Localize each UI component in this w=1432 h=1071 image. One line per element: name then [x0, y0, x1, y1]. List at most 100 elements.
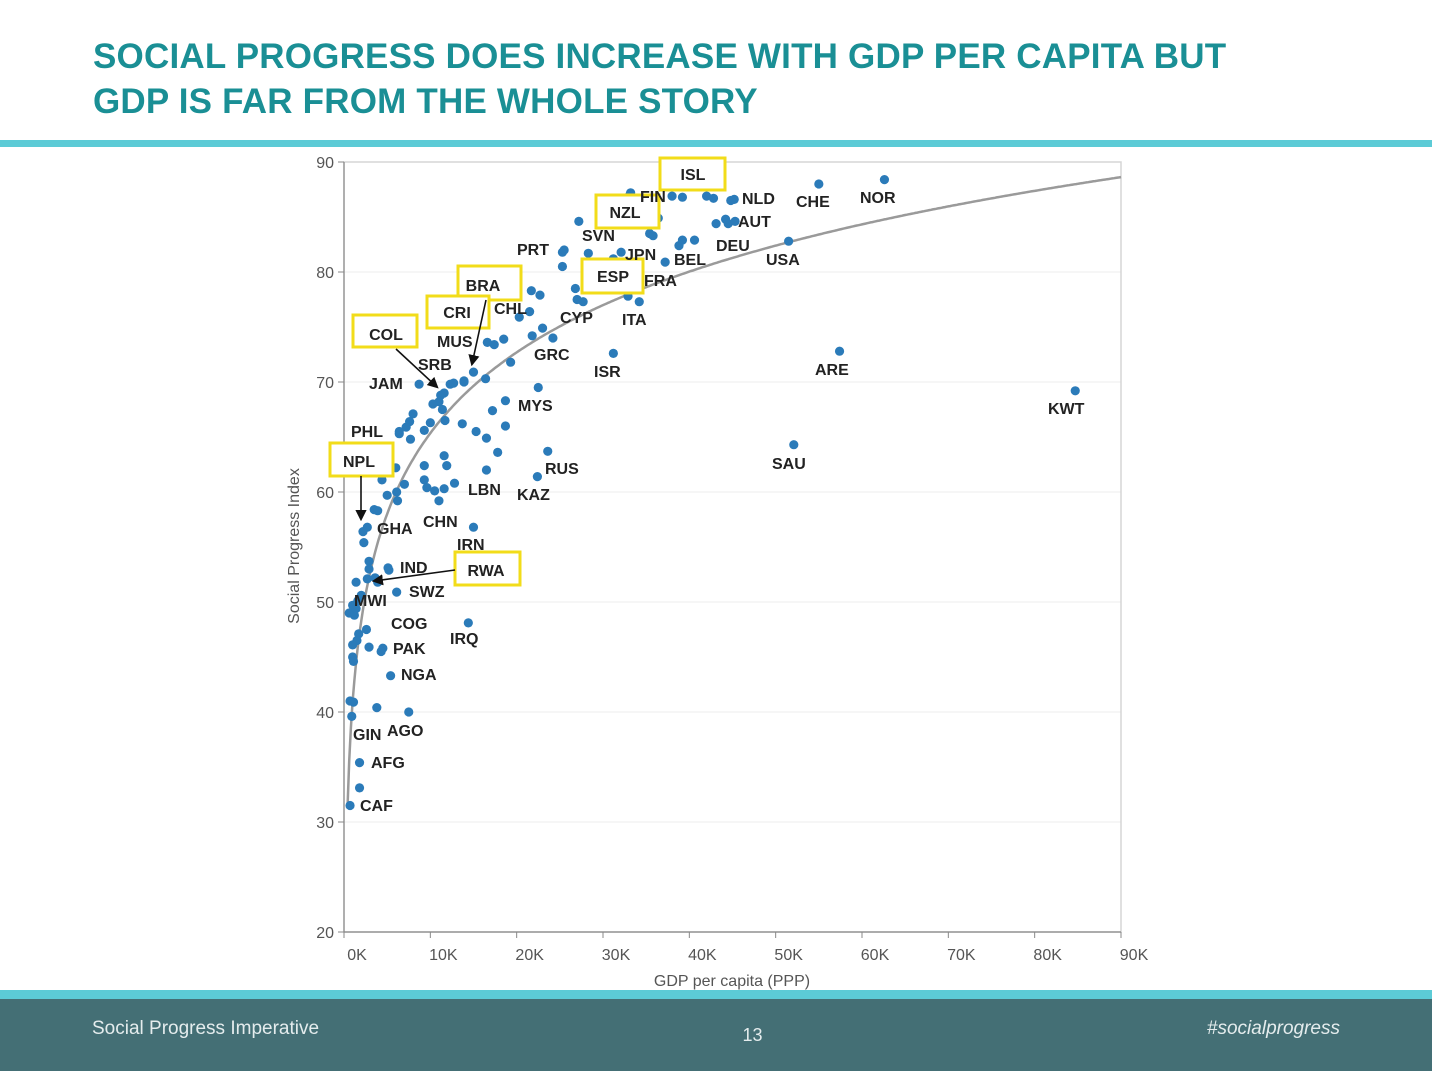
country-point: [702, 191, 712, 201]
country-point: [399, 479, 410, 489]
country-point-nga: [386, 671, 396, 681]
country-point: [430, 486, 440, 496]
country-point: [708, 193, 719, 203]
country-label-ago: AGO: [387, 723, 423, 740]
country-point: [377, 475, 387, 485]
highlight-box-col: [351, 313, 419, 349]
country-point: [500, 421, 511, 431]
country-point-che: [814, 179, 824, 189]
country-label-svn: SVN: [582, 228, 615, 245]
country-point: [419, 461, 429, 471]
country-label-gin: GIN: [353, 727, 381, 744]
country-point-ago: [404, 707, 414, 717]
x-tick-label: 0K: [347, 947, 367, 964]
country-point-jam: [414, 379, 424, 389]
country-point: [557, 261, 568, 272]
x-tick-label: 10K: [429, 947, 458, 964]
country-point-phl: [394, 426, 404, 437]
country-point: [422, 483, 432, 493]
country-point: [535, 290, 545, 300]
country-point: [500, 396, 511, 406]
country-label-fin: FIN: [640, 189, 666, 206]
country-label-caf: CAF: [360, 798, 393, 815]
country-label-kwt: KWT: [1048, 401, 1085, 418]
country-point-cyp: [572, 294, 582, 305]
country-point-nor: [879, 175, 890, 185]
country-label-irn: IRN: [457, 537, 485, 554]
country-point: [428, 399, 438, 409]
country-point-srb: [449, 378, 459, 388]
y-tick-label: 80: [316, 265, 334, 282]
country-point: [677, 192, 688, 202]
country-point-ind: [384, 565, 394, 575]
country-point-irn: [468, 522, 479, 532]
country-point: [449, 478, 460, 488]
country-point-nld: [726, 195, 736, 206]
country-label-prt: PRT: [517, 242, 549, 259]
country-point: [401, 422, 411, 432]
x-tick-label: 30K: [602, 947, 631, 964]
country-point-bra: [468, 367, 479, 377]
country-label-swz: SWZ: [409, 584, 445, 601]
country-label-nga: NGA: [401, 667, 437, 684]
x-tick-label: 60K: [861, 947, 890, 964]
country-label-chn: CHN: [423, 514, 458, 531]
point-labels: ISL FIN NLD CHE NOR NZL AUT SVN DEU PRT JPN BEL USA E…: [343, 167, 1085, 815]
country-point: [392, 487, 402, 497]
country-point: [440, 415, 450, 426]
country-label-isl: ISL: [681, 167, 706, 184]
country-point-mys: [533, 382, 543, 393]
country-label-fra: FRA: [644, 273, 677, 290]
country-point: [359, 538, 369, 548]
country-label-esp: ESP: [597, 269, 629, 286]
country-point-are: [834, 346, 845, 356]
country-label-nzl: NZL: [609, 205, 640, 222]
country-point: [526, 286, 536, 296]
highlight-box-isl: [658, 156, 727, 192]
country-point: [480, 374, 491, 384]
slide-title-line2: GDP IS FAR FROM THE WHOLE STORY: [93, 82, 758, 121]
footer-organization: Social Progress Imperative: [92, 1018, 320, 1039]
country-point: [362, 574, 372, 584]
country-label-gha: GHA: [377, 521, 413, 538]
country-label-phl: PHL: [351, 424, 383, 441]
country-point-gin: [348, 697, 359, 707]
country-label-isr: ISR: [594, 364, 621, 381]
axes: 20 30 40 50 60 70 80 90 0K 10K 20K 30K 40K 50K 60K 70K 8…: [316, 155, 1148, 964]
country-point-svn: [574, 216, 584, 226]
country-point-pak: [376, 646, 386, 657]
country-label-pak: PAK: [393, 641, 426, 658]
country-point: [345, 800, 355, 811]
country-label-mwi: MWI: [354, 593, 387, 610]
country-point: [471, 426, 481, 437]
country-label-are: ARE: [815, 362, 849, 379]
country-point: [408, 409, 418, 419]
x-tick-label: 80K: [1033, 947, 1062, 964]
country-label-kaz: KAZ: [517, 487, 550, 504]
country-point: [487, 406, 498, 416]
y-tick-label: 60: [316, 485, 334, 502]
country-point-sau: [789, 440, 799, 450]
country-point: [570, 283, 580, 294]
country-point: [616, 247, 626, 257]
country-label-jpn: JPN: [625, 247, 656, 264]
country-point-rus: [543, 446, 553, 456]
country-point-jpn: [645, 228, 655, 239]
arrow-rwa: [371, 569, 456, 586]
highlight-box-rwa: [453, 550, 522, 587]
country-point: [439, 451, 449, 461]
title-divider: [0, 140, 1432, 147]
x-axis-title: GDP per capita (PPP): [654, 973, 810, 990]
slide-title: SOCIAL PROGRESS DOES INCREASE WITH GDP P…: [93, 34, 1343, 124]
country-label-cri: CRI: [443, 305, 471, 322]
page-number: 13: [742, 1025, 763, 1045]
country-label-col: COL: [369, 327, 403, 344]
country-point: [730, 216, 740, 226]
country-point-kwt: [1070, 386, 1080, 396]
country-point: [348, 640, 358, 650]
country-point: [405, 434, 416, 444]
y-tick-label: 50: [316, 595, 334, 612]
country-label-cyp: CYP: [560, 310, 593, 327]
country-point: [442, 461, 452, 471]
country-point: [514, 312, 524, 322]
